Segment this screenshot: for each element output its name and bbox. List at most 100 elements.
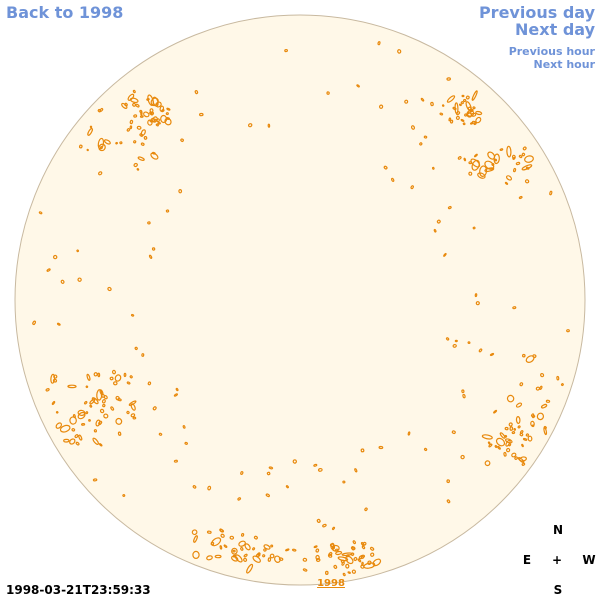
contour-mark xyxy=(81,422,86,426)
contour-mark xyxy=(263,548,267,552)
next-day-link[interactable]: Next day xyxy=(515,20,595,39)
contour-mark xyxy=(157,122,161,125)
contour-mark xyxy=(351,569,357,574)
contour-mark xyxy=(441,104,445,107)
contour-mark xyxy=(285,548,290,552)
contour-mark xyxy=(150,111,154,116)
contour-mark xyxy=(515,416,521,424)
contour-mark xyxy=(72,414,76,419)
contour-mark xyxy=(137,156,145,161)
contour-mark xyxy=(223,544,228,548)
contour-mark xyxy=(243,553,248,558)
back-to-year-link[interactable]: Back to 1998 xyxy=(6,3,124,22)
contour-mark xyxy=(515,161,521,166)
compass-south: S xyxy=(553,583,563,597)
contour-mark xyxy=(473,153,478,158)
contour-mark xyxy=(143,111,150,118)
contour-mark xyxy=(391,177,395,183)
contour-mark xyxy=(97,109,102,113)
contour-mark xyxy=(60,279,65,284)
contour-mark xyxy=(240,533,245,537)
contour-mark xyxy=(126,128,131,132)
contour-mark xyxy=(517,425,521,429)
contour-mark xyxy=(462,122,466,126)
contour-mark xyxy=(302,557,308,562)
contour-mark xyxy=(119,141,123,145)
next-hour-link[interactable]: Next hour xyxy=(533,58,596,71)
previous-hour-link[interactable]: Previous hour xyxy=(508,45,595,58)
contour-mark xyxy=(499,432,506,439)
observation-timestamp: 1998-03-21T23:59:33 xyxy=(6,583,151,597)
contour-mark xyxy=(353,557,358,561)
contour-mark xyxy=(423,447,428,451)
contour-mark xyxy=(133,140,137,144)
contour-mark xyxy=(56,322,61,326)
contour-mark xyxy=(504,438,513,444)
contour-mark xyxy=(51,400,56,406)
contour-mark xyxy=(518,154,523,159)
contour-mark xyxy=(342,480,346,484)
contour-mark xyxy=(115,417,123,425)
contour-mark xyxy=(165,112,169,116)
contour-mark xyxy=(89,125,93,129)
contour-mark xyxy=(467,341,471,345)
contour-mark xyxy=(466,110,475,117)
contour-mark xyxy=(322,523,327,528)
contour-mark xyxy=(143,136,148,140)
contour-mark xyxy=(139,115,144,118)
contour-mark xyxy=(460,454,465,460)
contour-mark xyxy=(364,507,368,512)
contour-mark xyxy=(291,548,297,552)
contour-mark xyxy=(377,41,381,46)
contour-mark xyxy=(525,166,530,170)
contour-mark xyxy=(38,211,43,215)
contour-mark xyxy=(74,434,79,439)
contour-mark xyxy=(458,103,462,107)
contour-mark xyxy=(92,478,98,482)
previous-day-link[interactable]: Previous day xyxy=(478,3,595,22)
year-link[interactable]: 1998 xyxy=(317,578,345,589)
contour-mark xyxy=(69,438,76,445)
contour-mark xyxy=(461,94,465,98)
contour-mark xyxy=(302,568,308,572)
contour-mark xyxy=(165,209,170,213)
contour-mark xyxy=(471,159,480,171)
contour-mark xyxy=(354,468,358,473)
contour-mark xyxy=(313,463,318,467)
contour-mark xyxy=(532,354,537,358)
contour-mark xyxy=(117,431,122,436)
contour-mark xyxy=(519,432,524,437)
contour-mark xyxy=(240,471,244,475)
contour-mark xyxy=(378,445,384,450)
contour-mark xyxy=(446,479,451,484)
contour-mark xyxy=(362,541,367,546)
contour-mark xyxy=(345,563,350,569)
contour-mark xyxy=(85,385,89,389)
contour-mark xyxy=(75,441,80,446)
contour-mark xyxy=(252,547,256,551)
contour-mark xyxy=(540,372,545,378)
contour-mark xyxy=(545,399,551,403)
contour-mark xyxy=(107,286,112,292)
contour-mark xyxy=(130,413,136,418)
contour-mark xyxy=(155,123,159,127)
contour-mark xyxy=(232,549,236,553)
contour-mark xyxy=(69,416,77,425)
contour-mark xyxy=(352,540,356,545)
contour-mark xyxy=(159,105,165,112)
contour-mark xyxy=(184,441,188,445)
contour-mark xyxy=(467,106,472,111)
contour-mark xyxy=(219,528,224,533)
contour-mark xyxy=(481,434,493,440)
contour-mark xyxy=(267,123,271,128)
contour-mark xyxy=(146,98,150,101)
contour-mark xyxy=(151,247,156,251)
contour-mark xyxy=(423,135,428,139)
contour-mark xyxy=(493,409,498,414)
contour-mark xyxy=(539,385,543,390)
contour-mark xyxy=(512,306,517,310)
contour-mark xyxy=(462,393,466,399)
contour-mark xyxy=(89,404,93,408)
contour-mark xyxy=(446,77,451,81)
contour-mark xyxy=(77,277,82,282)
